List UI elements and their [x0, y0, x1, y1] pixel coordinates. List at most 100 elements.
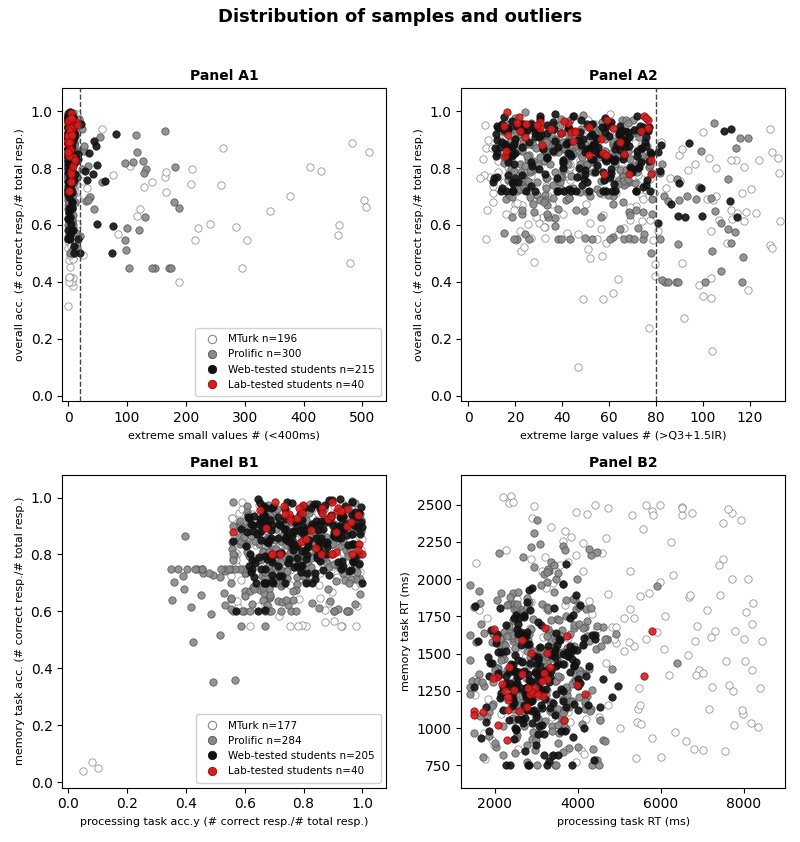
- Point: [63, 181, 76, 195]
- Point: [596, 249, 609, 263]
- Point: [658, 189, 670, 203]
- Point: [718, 125, 730, 138]
- Point: [554, 112, 567, 125]
- Point: [337, 559, 350, 573]
- Point: [74, 144, 86, 157]
- Point: [298, 543, 311, 557]
- Point: [540, 181, 553, 195]
- Point: [549, 759, 562, 772]
- Point: [614, 143, 626, 157]
- Point: [292, 501, 305, 514]
- Point: [570, 204, 582, 217]
- Point: [490, 127, 502, 141]
- Point: [492, 667, 505, 680]
- Point: [588, 138, 601, 152]
- Point: [557, 658, 570, 671]
- Point: [542, 667, 555, 680]
- Point: [86, 755, 98, 769]
- Point: [110, 128, 122, 141]
- Point: [576, 151, 589, 164]
- Point: [287, 594, 300, 607]
- Point: [665, 536, 678, 549]
- Point: [283, 507, 296, 520]
- Point: [295, 558, 308, 572]
- Point: [62, 131, 75, 145]
- Point: [326, 520, 339, 533]
- Point: [541, 683, 554, 696]
- Point: [62, 123, 75, 136]
- Point: [66, 121, 78, 135]
- Point: [490, 120, 503, 133]
- Point: [286, 555, 299, 568]
- Point: [605, 166, 618, 179]
- Point: [63, 210, 76, 223]
- Point: [558, 713, 570, 727]
- Point: [631, 176, 644, 189]
- Point: [319, 537, 332, 551]
- Point: [526, 704, 538, 717]
- Point: [302, 562, 315, 576]
- Point: [495, 707, 508, 721]
- Point: [243, 619, 256, 632]
- Point: [560, 630, 573, 643]
- Point: [252, 525, 265, 539]
- Point: [350, 573, 362, 586]
- Point: [567, 621, 580, 635]
- Point: [78, 144, 90, 157]
- Point: [646, 732, 658, 745]
- Point: [521, 595, 534, 609]
- Point: [251, 605, 264, 618]
- Point: [63, 117, 76, 131]
- Point: [63, 155, 76, 168]
- Point: [74, 118, 87, 131]
- Point: [537, 630, 550, 643]
- Point: [642, 121, 654, 135]
- Point: [282, 561, 294, 574]
- Point: [286, 536, 299, 550]
- Point: [269, 504, 282, 517]
- Point: [62, 174, 74, 188]
- Point: [278, 532, 291, 546]
- Point: [541, 136, 554, 149]
- Point: [263, 591, 276, 605]
- Point: [584, 130, 597, 143]
- Point: [265, 605, 278, 618]
- Point: [541, 119, 554, 132]
- Point: [523, 687, 536, 701]
- Point: [281, 528, 294, 541]
- Point: [629, 136, 642, 150]
- Point: [244, 528, 257, 541]
- Point: [62, 133, 75, 147]
- Point: [499, 669, 512, 683]
- Point: [62, 120, 75, 134]
- Point: [522, 641, 535, 654]
- Point: [548, 654, 561, 668]
- Point: [119, 233, 132, 247]
- Point: [546, 191, 559, 205]
- Point: [504, 759, 517, 772]
- Point: [296, 520, 309, 534]
- Point: [130, 146, 143, 159]
- Point: [63, 143, 76, 157]
- Point: [637, 192, 650, 205]
- Point: [546, 115, 559, 129]
- Point: [510, 196, 523, 210]
- Point: [62, 126, 75, 140]
- Point: [234, 562, 246, 575]
- Point: [68, 137, 81, 151]
- Point: [599, 184, 612, 198]
- Point: [562, 145, 575, 158]
- Point: [65, 157, 78, 170]
- Point: [520, 671, 533, 685]
- Point: [634, 589, 646, 603]
- Point: [550, 184, 563, 198]
- Point: [233, 517, 246, 530]
- Point: [542, 121, 555, 135]
- Point: [64, 204, 77, 217]
- Point: [215, 562, 228, 575]
- Point: [78, 139, 90, 152]
- Point: [613, 149, 626, 163]
- Point: [562, 134, 575, 147]
- Point: [466, 674, 478, 687]
- Point: [320, 541, 333, 554]
